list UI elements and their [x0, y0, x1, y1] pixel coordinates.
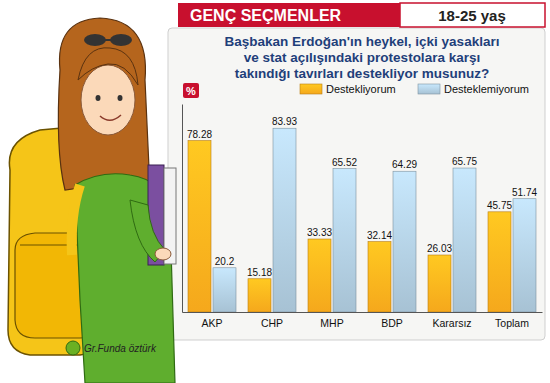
smile	[100, 115, 121, 120]
bar	[488, 212, 511, 312]
face	[81, 65, 135, 135]
x-tick-label: BDP	[381, 317, 403, 329]
title-line: ve stat açılışındaki protestolara karşı	[244, 50, 480, 65]
bar	[308, 239, 331, 312]
hair	[58, 18, 150, 194]
eye	[118, 95, 123, 101]
ylabel-box	[183, 83, 199, 98]
x-tick-label: MHP	[320, 317, 343, 329]
legend-item: Desteklemiyorum	[418, 83, 529, 95]
x-tick: Kararsız	[432, 317, 471, 329]
legend-swatch	[300, 84, 322, 94]
x-tick-label: Toplam	[495, 317, 529, 329]
header: GENÇ SEÇMENLER	[190, 7, 342, 24]
bar	[393, 171, 416, 312]
legend-swatch	[418, 84, 440, 94]
data-label: 45.75	[487, 200, 512, 211]
x-axis: AKP CHP MHP BDP Kararsız Toplam	[183, 313, 543, 330]
eye	[96, 95, 101, 101]
hand	[155, 248, 171, 260]
sunglass	[84, 34, 106, 46]
data-label: 78.28	[187, 129, 212, 140]
data-label: 83.93	[272, 116, 297, 127]
title-line: Başbakan Erdoğan'ın heykel, içki yasakla…	[225, 34, 500, 49]
strap	[72, 185, 80, 255]
x-tick: MHP	[320, 317, 343, 329]
legend-label: Desteklemiyorum	[444, 83, 529, 95]
x-tick: Toplam	[495, 317, 529, 329]
data-label: 15.18	[247, 267, 272, 278]
bar	[213, 268, 236, 312]
title: Başbakan Erdoğan'ın heykel, içki yasakla…	[225, 34, 500, 81]
ylabel: %	[186, 85, 196, 97]
x-tick: CHP	[261, 317, 283, 329]
bar	[333, 169, 356, 312]
y-axis	[182, 105, 183, 313]
data-label: 20.2	[215, 256, 235, 267]
chart-svg: GENÇ SEÇMENLER 18-25 yaş Başbakan Erdoğan'…	[0, 0, 550, 383]
subtitle-box	[400, 3, 545, 27]
data-label: 32.14	[367, 230, 392, 241]
data-labels: 78.28 15.18 33.33 32.14 26.03 45.75 20.2 83.93 6…	[187, 116, 537, 278]
bars	[188, 128, 536, 312]
data-label: 65.75	[452, 156, 477, 167]
x-axis-line	[183, 312, 543, 313]
panel	[168, 28, 545, 340]
x-tick-label: Kararsız	[432, 317, 471, 329]
header-box	[178, 3, 400, 27]
credit-icon	[66, 341, 80, 355]
bangs	[78, 48, 138, 85]
legend-item: Destekliyorum	[300, 83, 396, 95]
bar	[513, 199, 536, 312]
legend: Destekliyorum Desteklemiyorum	[300, 83, 529, 95]
subtitle: 18-25 yaş	[438, 7, 506, 24]
title-line: takındığı tavırları destekliyor musunuz?	[235, 66, 489, 81]
y-axis-line	[182, 105, 183, 313]
credit: Gr.Funda öztürk	[84, 343, 157, 354]
bar	[188, 141, 211, 312]
bar	[428, 255, 451, 312]
data-label: 33.33	[307, 227, 332, 238]
data-label: 64.29	[392, 159, 417, 170]
bar	[453, 168, 476, 312]
x-tick: AKP	[201, 317, 222, 329]
illustration	[8, 18, 176, 383]
legend-label: Destekliyorum	[326, 83, 396, 95]
data-label: 51.74	[512, 187, 537, 198]
bar	[248, 279, 271, 312]
x-tick-label: CHP	[261, 317, 283, 329]
sunglass	[110, 34, 132, 46]
x-tick-label: AKP	[201, 317, 222, 329]
x-tick: BDP	[381, 317, 403, 329]
data-label: 65.52	[332, 157, 357, 168]
bar	[273, 128, 296, 312]
sunglass-bridge	[105, 39, 111, 41]
data-label: 26.03	[427, 243, 452, 254]
bar	[368, 242, 391, 312]
